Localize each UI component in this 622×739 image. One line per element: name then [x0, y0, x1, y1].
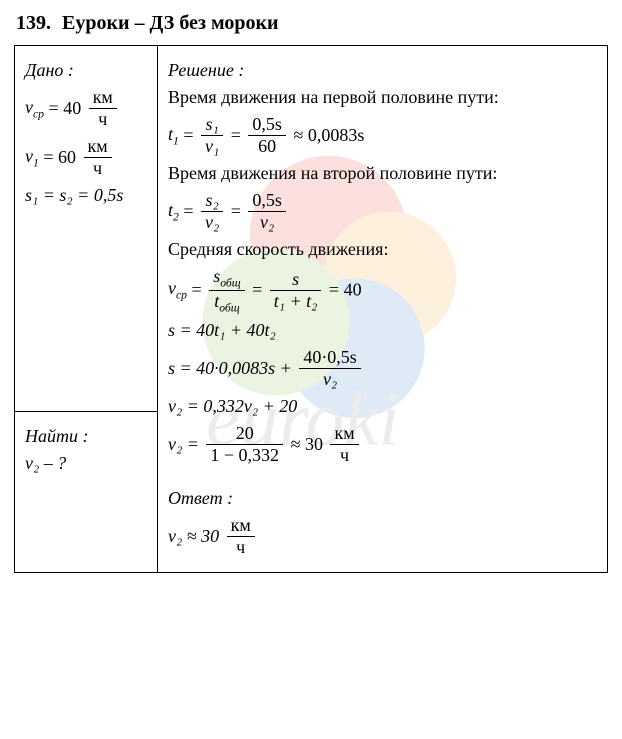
problem-header: 139. Еуроки – ДЗ без мороки [0, 0, 622, 45]
problem-table: Дано : vср = 40 кмч v1 = 60 кмч s₁ = s₂ … [14, 45, 608, 573]
solution-cell: Решение : Время движения на первой полов… [158, 46, 608, 573]
sol-text-3: Средняя скорость движения: [168, 239, 597, 260]
eq-vavg: vср = sобщ tобщ = st₁ + t₂ = 40 [168, 266, 597, 314]
find-cell: Найти : v₂ – ? [15, 412, 158, 573]
find-q: v₂ – ? [25, 453, 147, 474]
given-heading: Дано : [25, 60, 147, 81]
given-vavg: vср = 40 кмч [25, 87, 147, 130]
solution-heading: Решение : [168, 60, 597, 81]
eq-v2a: v₂ = 0,332v₂ + 20 [168, 396, 597, 417]
eq-s2: s = 40·0,0083s + 40·0,5sv₂ [168, 347, 597, 390]
given-s: s₁ = s₂ = 0,5s [25, 185, 147, 206]
eq-v2b: v₂ = 201 − 0,332 ≈ 30 кмч [168, 423, 597, 466]
eq-t1: t1 = s₁v₁ = 0,5s60 ≈ 0,0083s [168, 114, 597, 157]
eq-s1: s = 40t₁ + 40t₂ [168, 320, 597, 341]
find-heading: Найти : [25, 426, 147, 447]
sol-text-1: Время движения на первой половине пути: [168, 87, 597, 108]
answer-value: v₂ ≈ 30 кмч [168, 515, 597, 558]
site-title: Еуроки – ДЗ без мороки [62, 12, 279, 34]
eq-t2: t2 = s₂v₂ = 0,5sv₂ [168, 190, 597, 233]
problem-number: 139. [16, 12, 51, 34]
sol-text-2: Время движения на второй половине пути: [168, 163, 597, 184]
answer-heading: Ответ : [168, 488, 597, 509]
given-cell: Дано : vср = 40 кмч v1 = 60 кмч s₁ = s₂ … [15, 46, 158, 412]
given-v1: v1 = 60 кмч [25, 136, 147, 179]
